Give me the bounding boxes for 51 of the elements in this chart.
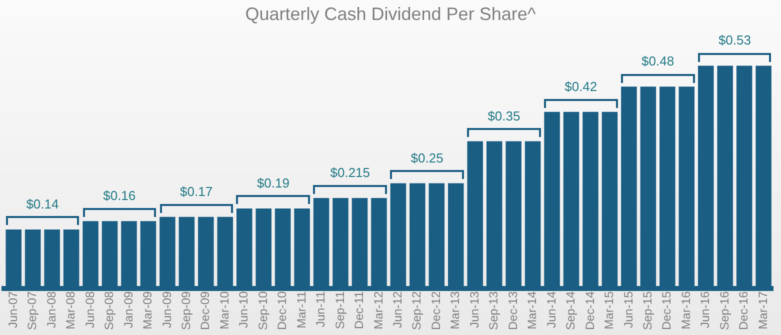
- x-tick-label: Jun-12: [390, 290, 405, 328]
- x-tick-label: Jun-09: [160, 290, 174, 328]
- x-tick-label: Sep-12: [410, 290, 424, 330]
- x-tick-label: Mar-11: [294, 290, 308, 328]
- x-tick-label: Jan-08: [44, 290, 58, 328]
- x-tick-label: Dec-13: [506, 290, 520, 330]
- x-tick-label: Jun-10: [236, 290, 251, 328]
- x-tick-label: Mar-17: [756, 290, 770, 330]
- data-label: $0.53: [718, 32, 751, 48]
- x-tick-label: Jan-09: [121, 290, 136, 328]
- x-tick-label: Mar-12: [371, 290, 386, 330]
- data-label: $0.215: [330, 165, 370, 180]
- x-tick-label: Jun-11: [314, 290, 328, 328]
- data-label: $0.25: [410, 150, 444, 166]
- x-tick-label: Sep-11: [332, 290, 347, 330]
- x-tick-label: Jun-08: [82, 290, 97, 328]
- data-label: $0.19: [256, 176, 290, 191]
- x-tick-label: Jun-07: [6, 290, 20, 328]
- x-tick-label: Jun-16: [698, 290, 712, 328]
- chart-title: Quarterly Cash Dividend Per Share^: [245, 4, 536, 24]
- x-tick-label: Sep-16: [717, 290, 732, 330]
- x-tick-label: Sep-07: [25, 290, 40, 330]
- x-tick-label: Sep-10: [256, 290, 270, 330]
- data-label: $0.48: [642, 54, 674, 69]
- x-tick-label: Mar-13: [448, 290, 462, 330]
- x-tick-label: Dec-12: [428, 290, 443, 330]
- x-tick-label: Mar-15: [602, 290, 616, 330]
- data-label: $0.42: [564, 78, 598, 94]
- data-label: $0.35: [488, 108, 520, 124]
- x-tick-label: Dec-16: [736, 290, 751, 330]
- x-tick-label: Dec-15: [660, 290, 674, 330]
- x-tick-label: Jun-15: [621, 290, 636, 328]
- x-tick-label: Mar-10: [217, 290, 232, 330]
- x-tick-label: Dec-14: [582, 290, 597, 330]
- x-tick-label: Sep-13: [486, 290, 501, 330]
- x-tick-label: Sep-08: [102, 290, 116, 330]
- x-tick-label: Mar-16: [678, 290, 693, 330]
- x-tick-label: Mar-09: [140, 290, 155, 330]
- x-tick-label: Sep-15: [640, 290, 654, 330]
- x-tick-label: Sep-14: [564, 290, 578, 330]
- data-label: $0.16: [103, 188, 136, 204]
- x-tick-label: Dec-11: [352, 290, 366, 330]
- x-tick-label: Mar-14: [525, 290, 540, 330]
- x-tick-label: Jun-13: [467, 290, 482, 328]
- x-tick-label: Dec-09: [198, 290, 212, 330]
- x-tick-label: Dec-10: [275, 290, 290, 330]
- x-tick-label: Jun-14: [544, 290, 558, 328]
- x-tick-label: Mar-08: [64, 290, 78, 330]
- x-tick-label: Sep-09: [178, 290, 193, 330]
- data-label: $0.17: [180, 184, 213, 199]
- data-label: $0.14: [26, 196, 59, 212]
